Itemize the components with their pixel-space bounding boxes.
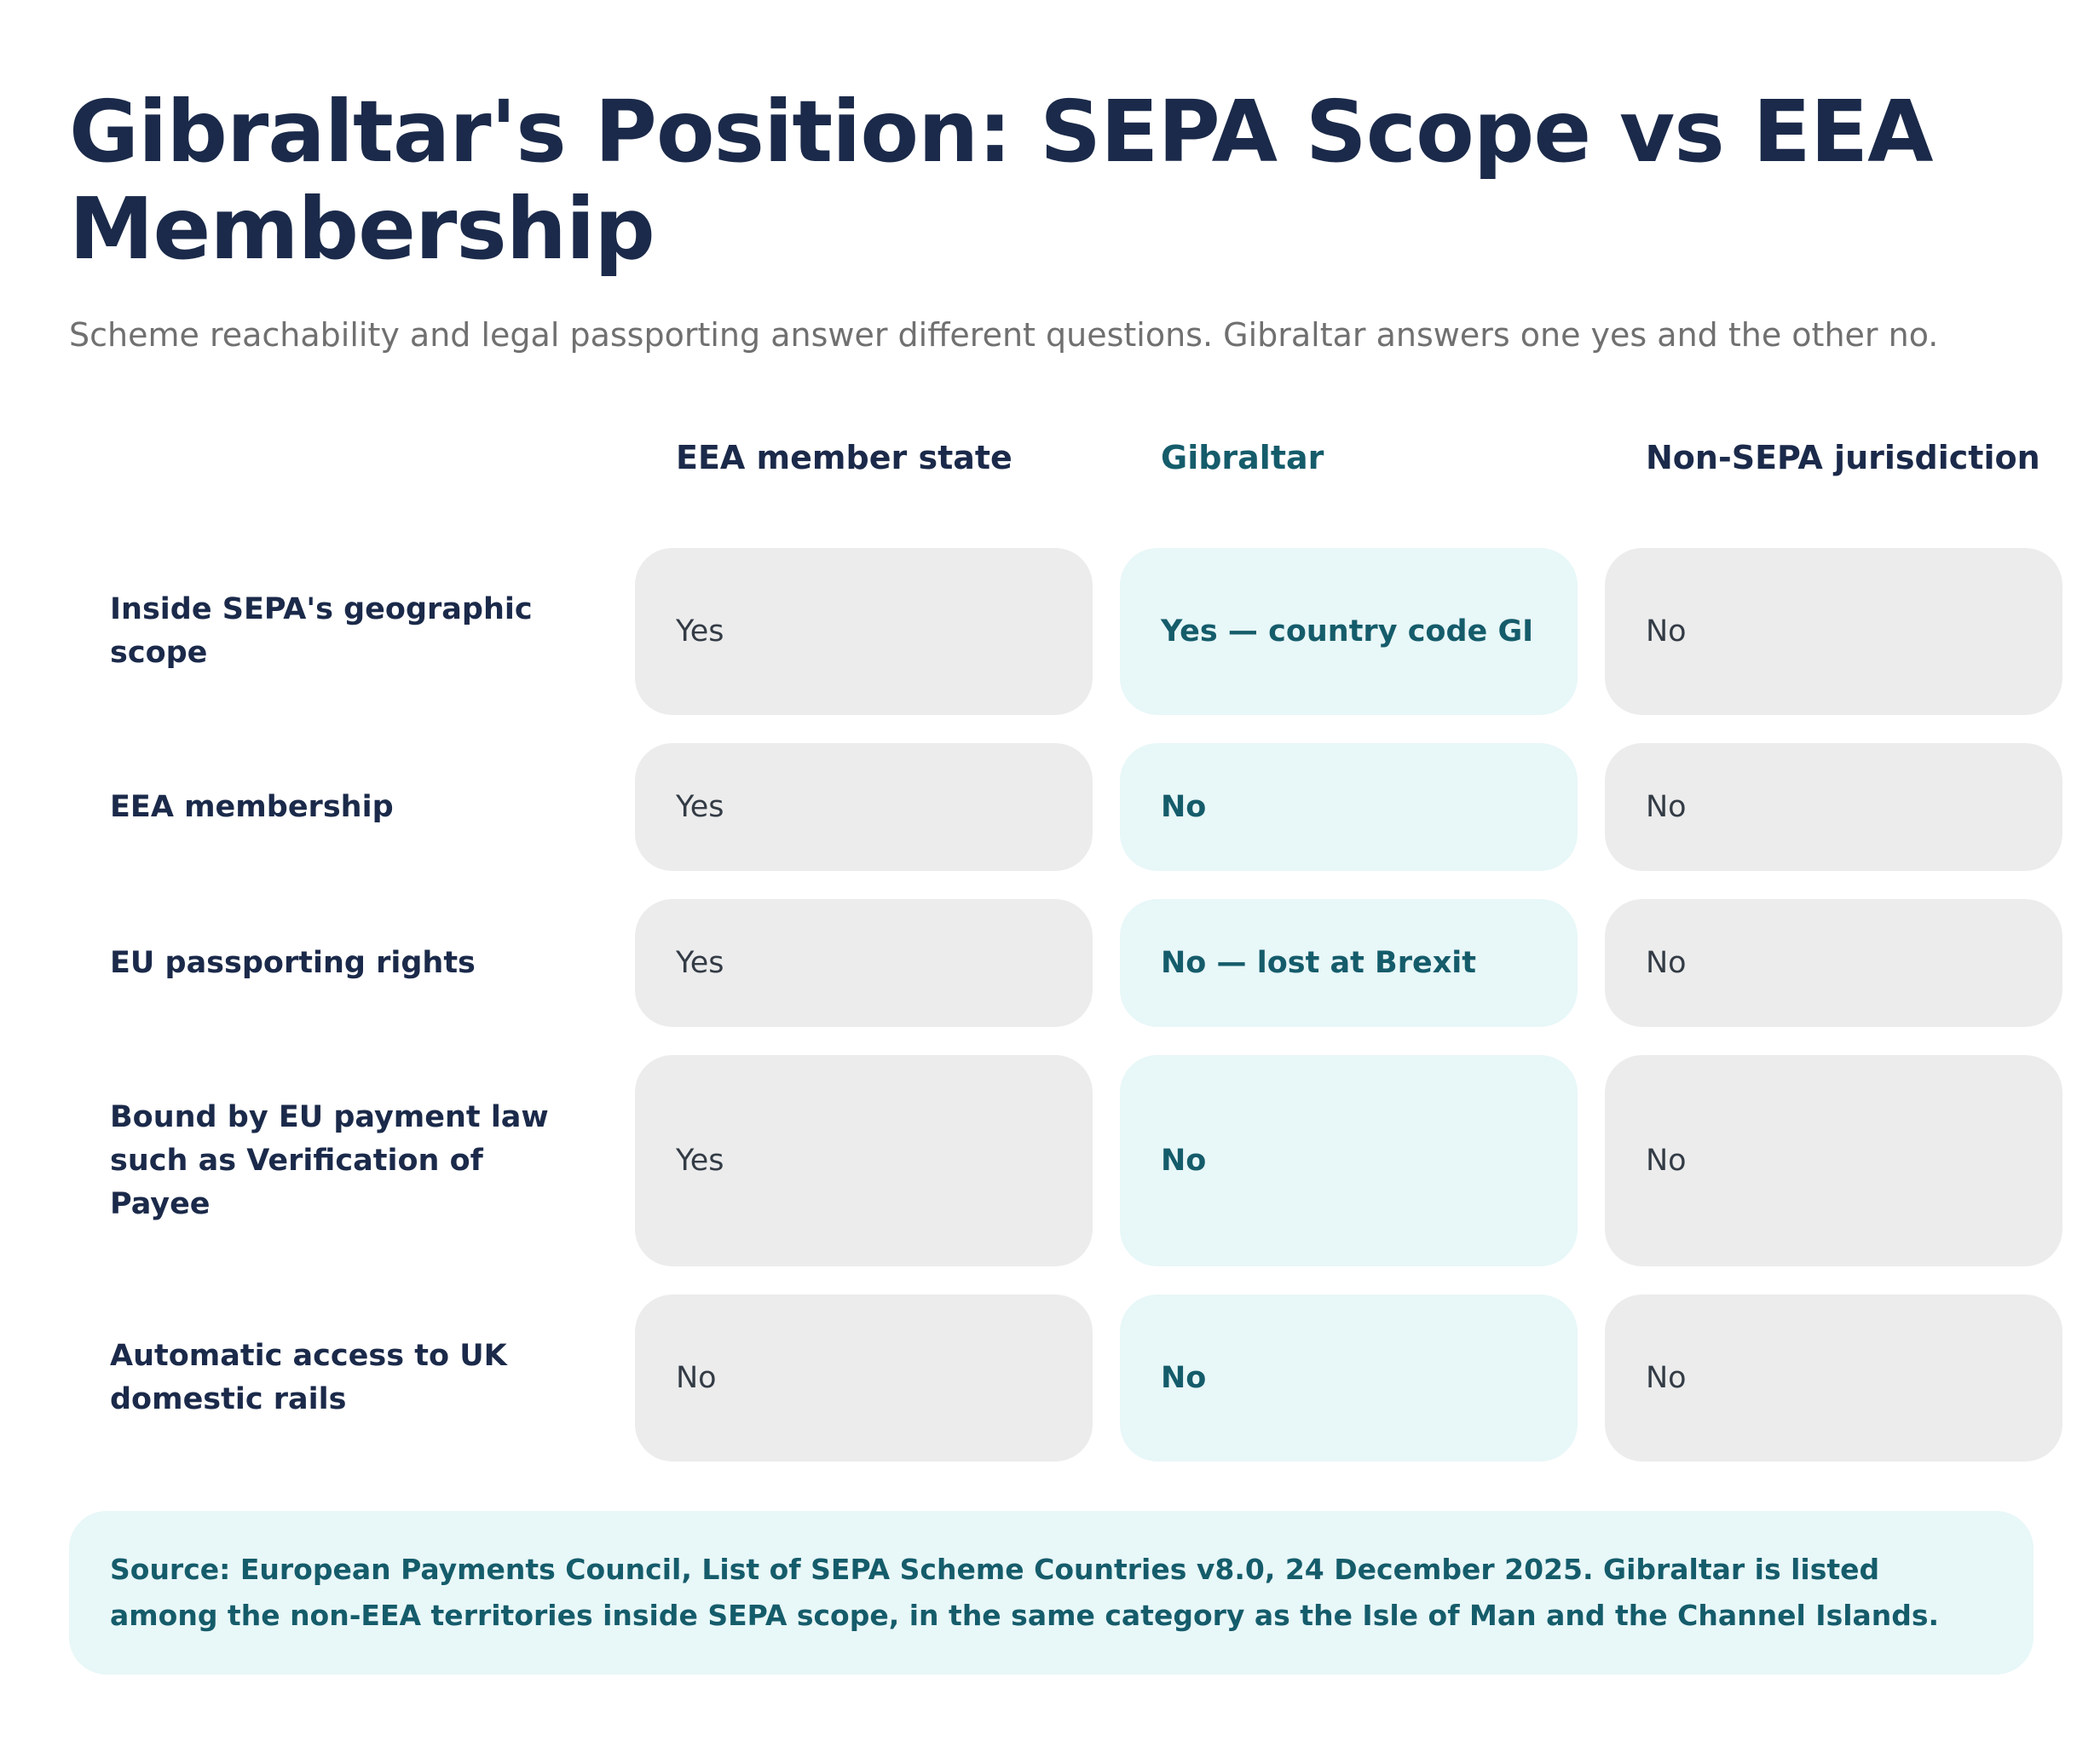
column-header-gibraltar: Gibraltar — [1161, 439, 1324, 476]
table-cell-gibraltar: No — lost at Brexit — [1120, 899, 1578, 1027]
table-cell-eea: No — [635, 1294, 1093, 1462]
table-cell-eea: Yes — [635, 743, 1093, 871]
page-subtitle: Scheme reachability and legal passportin… — [69, 316, 1939, 354]
row-label: Inside SEPA's geographic scope — [110, 592, 533, 670]
table-cell-gibraltar: Yes — country code GI — [1120, 548, 1578, 715]
comparison-table: EEA member state Gibraltar Non-SEPA juri… — [69, 436, 2062, 1462]
row-label: Bound by EU payment law such as Verifica… — [110, 1099, 549, 1221]
table-cell-gibraltar: No — [1120, 1055, 1578, 1266]
comparison-page: Gibraltar's Position: SEPA Scope vs EEA … — [69, 82, 2062, 1675]
page-title: Gibraltar's Position: SEPA Scope vs EEA … — [69, 82, 1934, 279]
table-cell-gibraltar: No — [1120, 1294, 1578, 1462]
table-cell-eea: Yes — [635, 1055, 1093, 1266]
table-cell-eea: Yes — [635, 899, 1093, 1027]
column-header-non-sepa: Non-SEPA jurisdiction — [1646, 439, 2040, 476]
row-label: EEA membership — [110, 789, 394, 824]
source-note: Source: European Payments Council, List … — [69, 1511, 2034, 1675]
table-cell-gibraltar: No — [1120, 743, 1578, 871]
table-corner — [69, 436, 608, 520]
table-cell-non-sepa: No — [1605, 1294, 2062, 1462]
row-label: Automatic access to UK domestic rails — [110, 1339, 507, 1416]
table-cell-eea: Yes — [635, 548, 1093, 715]
row-label: EU passporting rights — [110, 945, 476, 980]
table-cell-non-sepa: No — [1605, 899, 2062, 1027]
table-cell-non-sepa: No — [1605, 548, 2062, 715]
table-cell-non-sepa: No — [1605, 1055, 2062, 1266]
column-header-eea: EEA member state — [676, 439, 1012, 476]
table-cell-non-sepa: No — [1605, 743, 2062, 871]
